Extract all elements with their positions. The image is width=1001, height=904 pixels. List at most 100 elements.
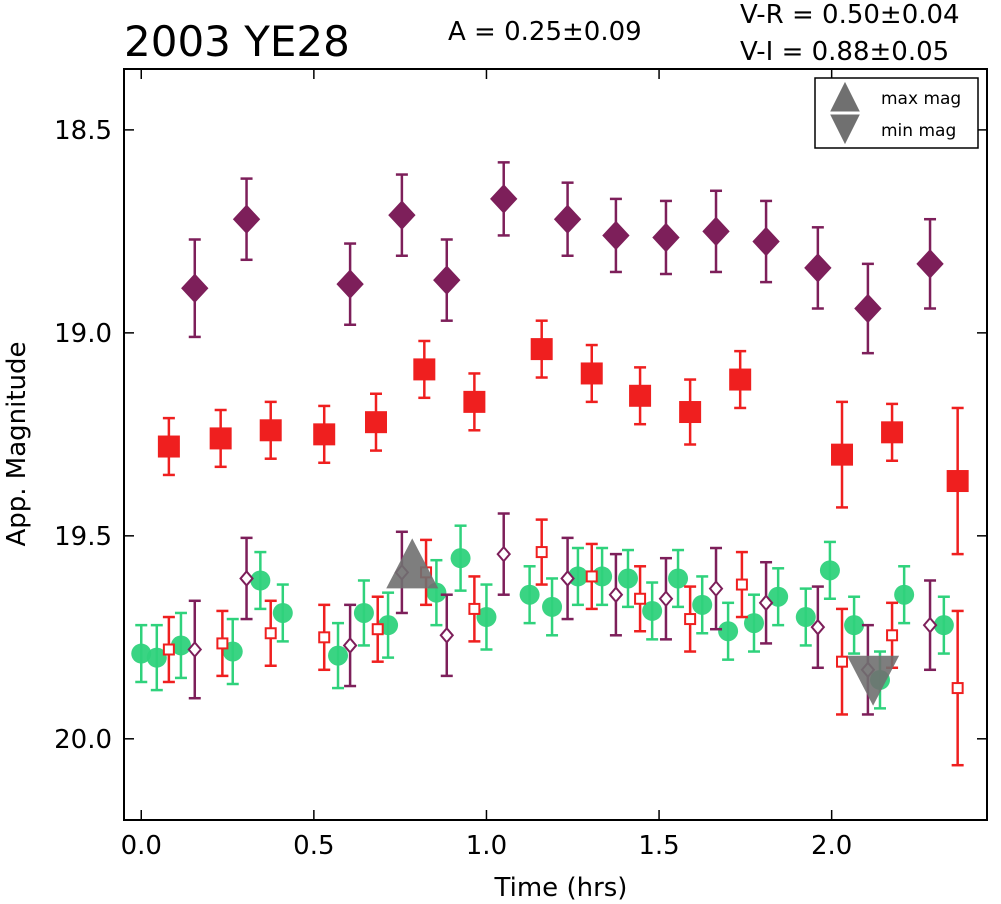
data-point-square-open (585, 570, 598, 583)
data-point-diamond-open (922, 616, 938, 634)
data-point-square-open (162, 643, 175, 656)
axis-ticks: 0.0 0.5 1.0 1.5 2.0 18.5 19.0 19.5 20.0 (54, 69, 987, 861)
data-point-circle (353, 602, 374, 623)
data-point-circle (476, 607, 497, 628)
series-square-open (162, 518, 964, 767)
data-point-circle (819, 560, 840, 581)
data-point-diamond (916, 249, 944, 279)
data-point-square-open (468, 602, 481, 615)
data-point-circle (250, 570, 271, 591)
color-index-vr: V-R = 0.50±0.04 (740, 0, 960, 30)
x-axis-label: Time (hrs) (494, 873, 628, 903)
data-point-circle (542, 596, 563, 617)
data-point-square-open (836, 655, 849, 668)
data-point-circle (642, 600, 663, 621)
data-point-square (831, 443, 854, 466)
data-point-diamond (490, 184, 518, 214)
data-point-circle (170, 635, 191, 656)
data-point-circle (768, 586, 789, 607)
data-point-square (946, 470, 969, 493)
data-point-diamond (433, 265, 461, 295)
series-triangle-up (386, 538, 439, 589)
plot-frame (123, 68, 988, 821)
data-point-square (729, 368, 752, 391)
data-point-circle (718, 621, 739, 642)
data-point-square (313, 423, 336, 446)
data-point-diamond (602, 220, 630, 251)
data-point-diamond (854, 293, 882, 324)
series-triangle-down (847, 655, 900, 706)
series-diamond-filled (181, 161, 944, 355)
data-point-circle (795, 607, 816, 628)
data-point-diamond-open (758, 594, 774, 612)
y-tick-label: 19.5 (54, 522, 112, 552)
data-point-diamond-open (708, 580, 724, 598)
x-tick-label: 0.0 (121, 831, 162, 861)
data-point-square (364, 411, 387, 434)
series-diamond-open (187, 512, 938, 716)
data-point-diamond (181, 273, 209, 303)
y-tick-label: 18.5 (54, 116, 112, 146)
data-point-diamond-open (810, 618, 826, 636)
legend-min-mag-label: min mag (881, 121, 956, 141)
data-point-diamond (652, 222, 680, 253)
data-point-square (209, 427, 232, 450)
x-tick-label: 2.0 (811, 831, 852, 861)
data-point-circle (519, 584, 540, 605)
data-point-circle (328, 645, 349, 666)
data-point-square-open (535, 546, 548, 559)
data-point-circle (567, 566, 588, 587)
min-mag-marker (847, 655, 900, 706)
data-point-circle (933, 615, 954, 636)
data-point-diamond-open (187, 640, 203, 659)
max-mag-marker (386, 538, 439, 589)
y-tick-label: 19.0 (54, 319, 112, 349)
data-point-square-open (371, 623, 384, 636)
y-tick-label: 20.0 (54, 725, 112, 755)
data-point-square (530, 338, 553, 361)
x-tick-label: 0.5 (293, 831, 334, 861)
y-axis-label: App. Magnitude (2, 341, 32, 546)
data-point-square-open (886, 629, 899, 642)
data-point-square (679, 401, 702, 424)
data-point-diamond (752, 226, 780, 257)
series-circle-filled (131, 524, 954, 710)
legend-min-mag-marker (830, 114, 860, 145)
data-point-circle (692, 594, 713, 615)
plot-layer (131, 161, 969, 767)
legend-max-mag-label: max mag (881, 89, 961, 109)
data-point-diamond-open (608, 586, 624, 604)
x-tick-label: 1.0 (466, 831, 507, 861)
data-point-square-open (318, 631, 331, 644)
data-point-circle (743, 613, 764, 634)
data-point-diamond-open (239, 569, 254, 587)
data-point-square (580, 362, 603, 385)
legend-max-mag-marker (830, 81, 860, 112)
data-point-diamond (388, 200, 416, 230)
chart-title: 2003 YE28 (124, 17, 350, 66)
data-point-circle (146, 647, 167, 668)
x-tick-label: 1.5 (638, 831, 679, 861)
data-point-diamond (702, 216, 730, 247)
data-point-diamond-open (342, 636, 358, 654)
data-point-circle (131, 643, 152, 664)
data-point-square-open (735, 578, 748, 591)
data-point-square (629, 384, 652, 407)
color-index-vi: V-I = 0.88±0.05 (740, 37, 949, 67)
data-point-square-open (684, 613, 697, 626)
data-point-diamond (336, 269, 364, 299)
data-point-square (157, 435, 180, 458)
data-point-diamond-open (439, 626, 455, 644)
data-point-circle (894, 584, 915, 605)
data-point-square-open (216, 637, 229, 650)
data-point-diamond-open (658, 590, 674, 608)
legend: max mag min mag (814, 77, 979, 149)
data-point-diamond (553, 204, 582, 234)
data-point-square-open (264, 627, 277, 640)
data-point-square (463, 390, 486, 413)
data-point-circle (450, 548, 471, 569)
data-point-diamond (804, 253, 832, 283)
series-square-filled (157, 319, 969, 556)
data-point-square-open (951, 682, 964, 695)
